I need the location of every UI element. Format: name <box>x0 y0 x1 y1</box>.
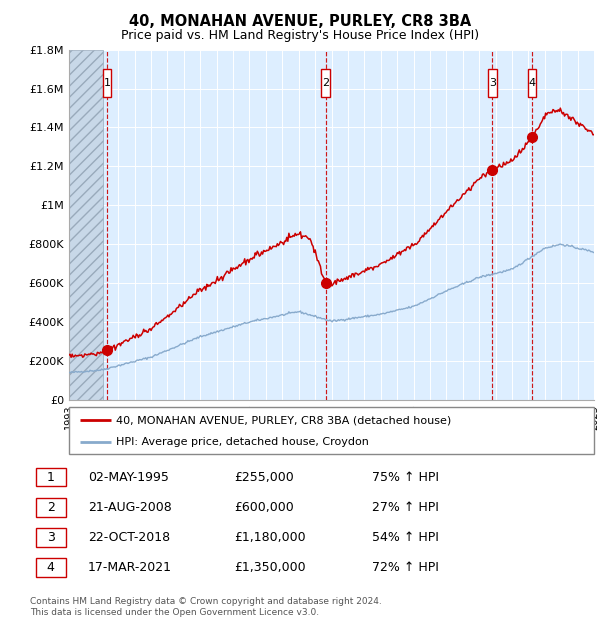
FancyBboxPatch shape <box>35 528 66 547</box>
FancyBboxPatch shape <box>35 559 66 577</box>
Text: 27% ↑ HPI: 27% ↑ HPI <box>372 501 439 514</box>
Text: 4: 4 <box>528 78 535 88</box>
Text: Price paid vs. HM Land Registry's House Price Index (HPI): Price paid vs. HM Land Registry's House … <box>121 29 479 42</box>
Text: 54% ↑ HPI: 54% ↑ HPI <box>372 531 439 544</box>
Text: 02-MAY-1995: 02-MAY-1995 <box>88 471 169 484</box>
FancyBboxPatch shape <box>528 69 536 97</box>
FancyBboxPatch shape <box>322 69 329 97</box>
Text: 3: 3 <box>47 531 55 544</box>
Text: 3: 3 <box>489 78 496 88</box>
Text: 40, MONAHAN AVENUE, PURLEY, CR8 3BA: 40, MONAHAN AVENUE, PURLEY, CR8 3BA <box>129 14 471 29</box>
Text: 75% ↑ HPI: 75% ↑ HPI <box>372 471 439 484</box>
Text: 40, MONAHAN AVENUE, PURLEY, CR8 3BA (detached house): 40, MONAHAN AVENUE, PURLEY, CR8 3BA (det… <box>116 415 452 425</box>
Text: 21-AUG-2008: 21-AUG-2008 <box>88 501 172 514</box>
Text: £600,000: £600,000 <box>234 501 294 514</box>
FancyBboxPatch shape <box>69 407 594 454</box>
FancyBboxPatch shape <box>35 498 66 516</box>
Text: HPI: Average price, detached house, Croydon: HPI: Average price, detached house, Croy… <box>116 437 369 447</box>
Text: £1,180,000: £1,180,000 <box>234 531 306 544</box>
Text: 2: 2 <box>322 78 329 88</box>
FancyBboxPatch shape <box>103 69 112 97</box>
FancyBboxPatch shape <box>35 467 66 486</box>
Text: 72% ↑ HPI: 72% ↑ HPI <box>372 561 439 574</box>
Text: £255,000: £255,000 <box>234 471 294 484</box>
Text: Contains HM Land Registry data © Crown copyright and database right 2024.
This d: Contains HM Land Registry data © Crown c… <box>30 598 382 617</box>
Text: 2: 2 <box>47 501 55 514</box>
Text: £1,350,000: £1,350,000 <box>234 561 306 574</box>
FancyBboxPatch shape <box>488 69 497 97</box>
Text: 4: 4 <box>47 561 55 574</box>
Text: 17-MAR-2021: 17-MAR-2021 <box>88 561 172 574</box>
Text: 22-OCT-2018: 22-OCT-2018 <box>88 531 170 544</box>
Text: 1: 1 <box>104 78 111 88</box>
Text: 1: 1 <box>47 471 55 484</box>
Bar <box>69 50 103 400</box>
